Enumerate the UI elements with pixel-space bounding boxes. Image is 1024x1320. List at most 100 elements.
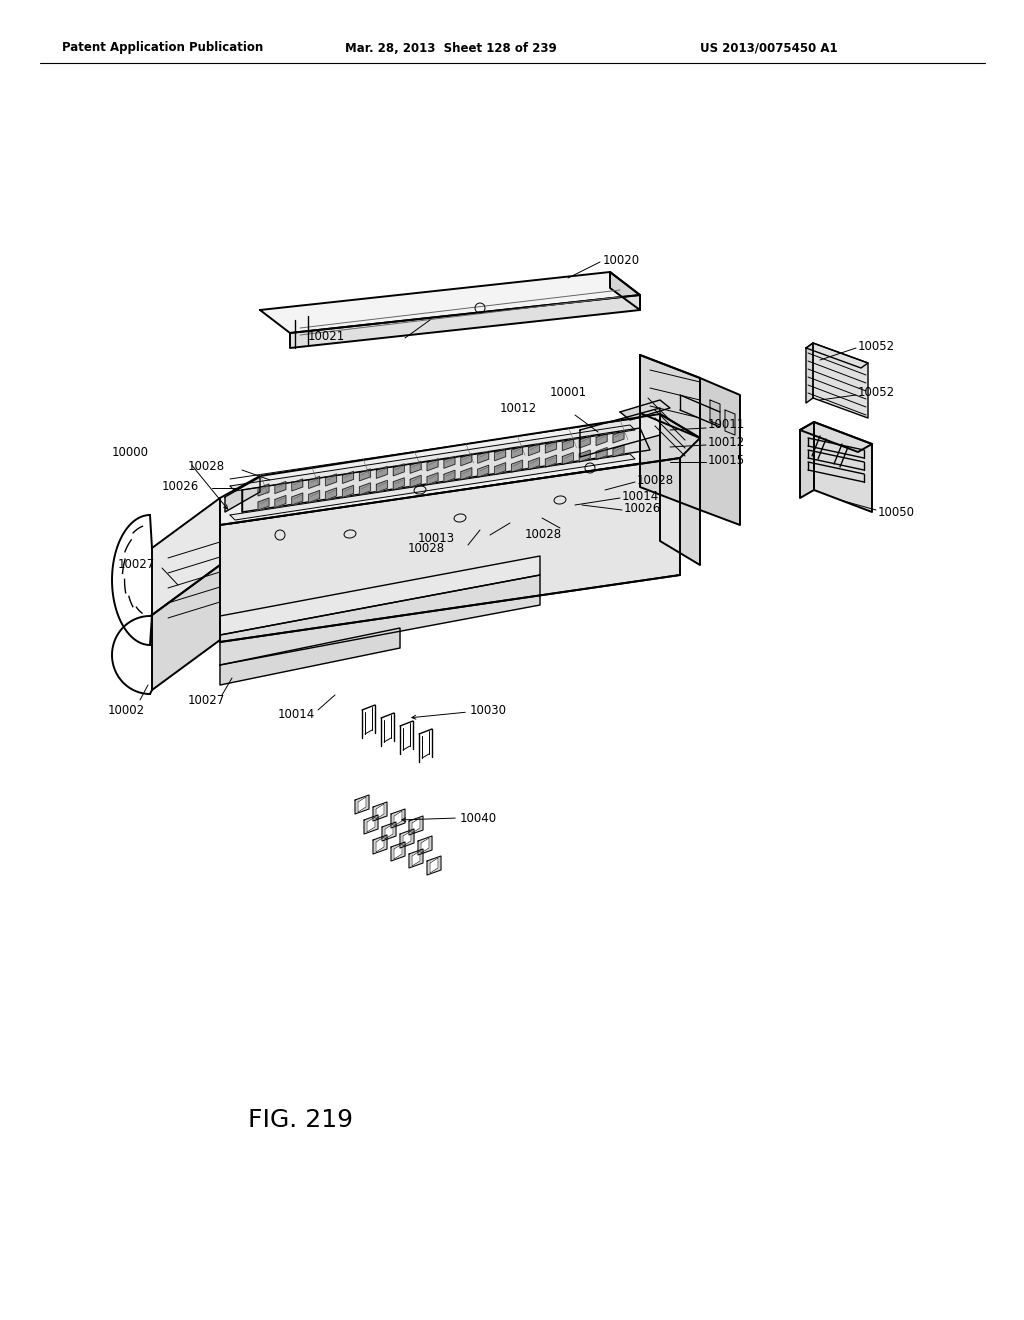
Polygon shape xyxy=(373,803,387,821)
Polygon shape xyxy=(308,477,319,488)
Polygon shape xyxy=(274,495,286,507)
Polygon shape xyxy=(292,479,303,491)
Polygon shape xyxy=(409,849,423,869)
Text: Mar. 28, 2013  Sheet 128 of 239: Mar. 28, 2013 Sheet 128 of 239 xyxy=(345,41,557,54)
Polygon shape xyxy=(382,822,396,841)
Polygon shape xyxy=(220,628,400,685)
Polygon shape xyxy=(377,466,387,478)
Polygon shape xyxy=(258,484,269,496)
Text: 10000: 10000 xyxy=(112,446,150,458)
Polygon shape xyxy=(393,478,404,490)
Text: Patent Application Publication: Patent Application Publication xyxy=(62,41,263,54)
Text: 10020: 10020 xyxy=(603,255,640,268)
Text: 10026: 10026 xyxy=(162,479,200,492)
Polygon shape xyxy=(512,446,522,458)
Text: 10030: 10030 xyxy=(470,704,507,717)
Text: 10040: 10040 xyxy=(460,812,497,825)
Polygon shape xyxy=(411,475,421,487)
Text: 10052: 10052 xyxy=(858,339,895,352)
Polygon shape xyxy=(367,817,375,832)
Polygon shape xyxy=(376,804,384,818)
Polygon shape xyxy=(640,355,700,438)
Polygon shape xyxy=(710,400,720,425)
Polygon shape xyxy=(580,408,660,457)
Text: 10011: 10011 xyxy=(708,418,745,432)
Text: 10028: 10028 xyxy=(525,528,562,541)
Polygon shape xyxy=(290,294,640,348)
Polygon shape xyxy=(412,818,420,833)
Polygon shape xyxy=(242,428,650,512)
Polygon shape xyxy=(391,809,406,828)
Text: 10027: 10027 xyxy=(118,558,156,572)
Polygon shape xyxy=(640,355,700,510)
Text: 10028: 10028 xyxy=(408,541,445,554)
Polygon shape xyxy=(580,436,590,447)
Polygon shape xyxy=(546,441,556,453)
Polygon shape xyxy=(391,842,406,861)
Polygon shape xyxy=(613,432,624,444)
Polygon shape xyxy=(342,471,353,483)
Polygon shape xyxy=(152,498,220,615)
Polygon shape xyxy=(292,492,303,506)
Polygon shape xyxy=(478,451,488,463)
Text: 10001: 10001 xyxy=(550,387,587,400)
Polygon shape xyxy=(358,797,366,812)
Polygon shape xyxy=(613,445,624,457)
Polygon shape xyxy=(220,458,680,642)
Polygon shape xyxy=(403,832,411,846)
Polygon shape xyxy=(430,858,438,873)
Polygon shape xyxy=(230,425,635,491)
Polygon shape xyxy=(813,343,868,418)
Polygon shape xyxy=(394,810,402,826)
Polygon shape xyxy=(412,851,420,866)
Polygon shape xyxy=(220,556,540,635)
Polygon shape xyxy=(528,444,540,455)
Polygon shape xyxy=(800,422,872,451)
Polygon shape xyxy=(495,463,506,475)
Polygon shape xyxy=(421,838,429,853)
Polygon shape xyxy=(461,467,472,479)
Polygon shape xyxy=(260,272,640,333)
Polygon shape xyxy=(400,829,414,847)
Text: 10028: 10028 xyxy=(188,461,225,474)
Text: 10002: 10002 xyxy=(108,704,145,717)
Polygon shape xyxy=(225,477,260,512)
Polygon shape xyxy=(806,343,868,368)
Text: 10014: 10014 xyxy=(278,709,315,722)
Text: 10012: 10012 xyxy=(708,436,745,449)
Polygon shape xyxy=(220,576,540,665)
Polygon shape xyxy=(394,843,402,859)
Polygon shape xyxy=(546,455,556,467)
Polygon shape xyxy=(258,498,269,510)
Polygon shape xyxy=(326,488,337,500)
Polygon shape xyxy=(580,450,590,462)
Text: 10027: 10027 xyxy=(188,693,225,706)
Polygon shape xyxy=(814,422,872,512)
Polygon shape xyxy=(427,855,441,875)
Polygon shape xyxy=(478,465,488,478)
Polygon shape xyxy=(364,814,378,834)
Polygon shape xyxy=(528,458,540,470)
Text: 10050: 10050 xyxy=(878,506,915,519)
Polygon shape xyxy=(596,447,607,459)
Polygon shape xyxy=(393,463,404,475)
Polygon shape xyxy=(562,438,573,450)
Polygon shape xyxy=(495,449,506,461)
Text: 10021: 10021 xyxy=(308,330,345,343)
Polygon shape xyxy=(800,422,814,498)
Polygon shape xyxy=(385,824,393,840)
Polygon shape xyxy=(418,836,432,855)
Polygon shape xyxy=(806,343,813,403)
Polygon shape xyxy=(427,459,438,471)
Text: 10028: 10028 xyxy=(637,474,674,487)
Polygon shape xyxy=(700,378,740,525)
Text: 10013: 10013 xyxy=(418,532,455,544)
Polygon shape xyxy=(377,480,387,492)
Polygon shape xyxy=(274,482,286,494)
Polygon shape xyxy=(444,470,455,482)
Text: US 2013/0075450 A1: US 2013/0075450 A1 xyxy=(700,41,838,54)
Polygon shape xyxy=(359,483,371,495)
Polygon shape xyxy=(359,469,371,480)
Text: 10015: 10015 xyxy=(708,454,745,466)
Polygon shape xyxy=(373,836,387,854)
